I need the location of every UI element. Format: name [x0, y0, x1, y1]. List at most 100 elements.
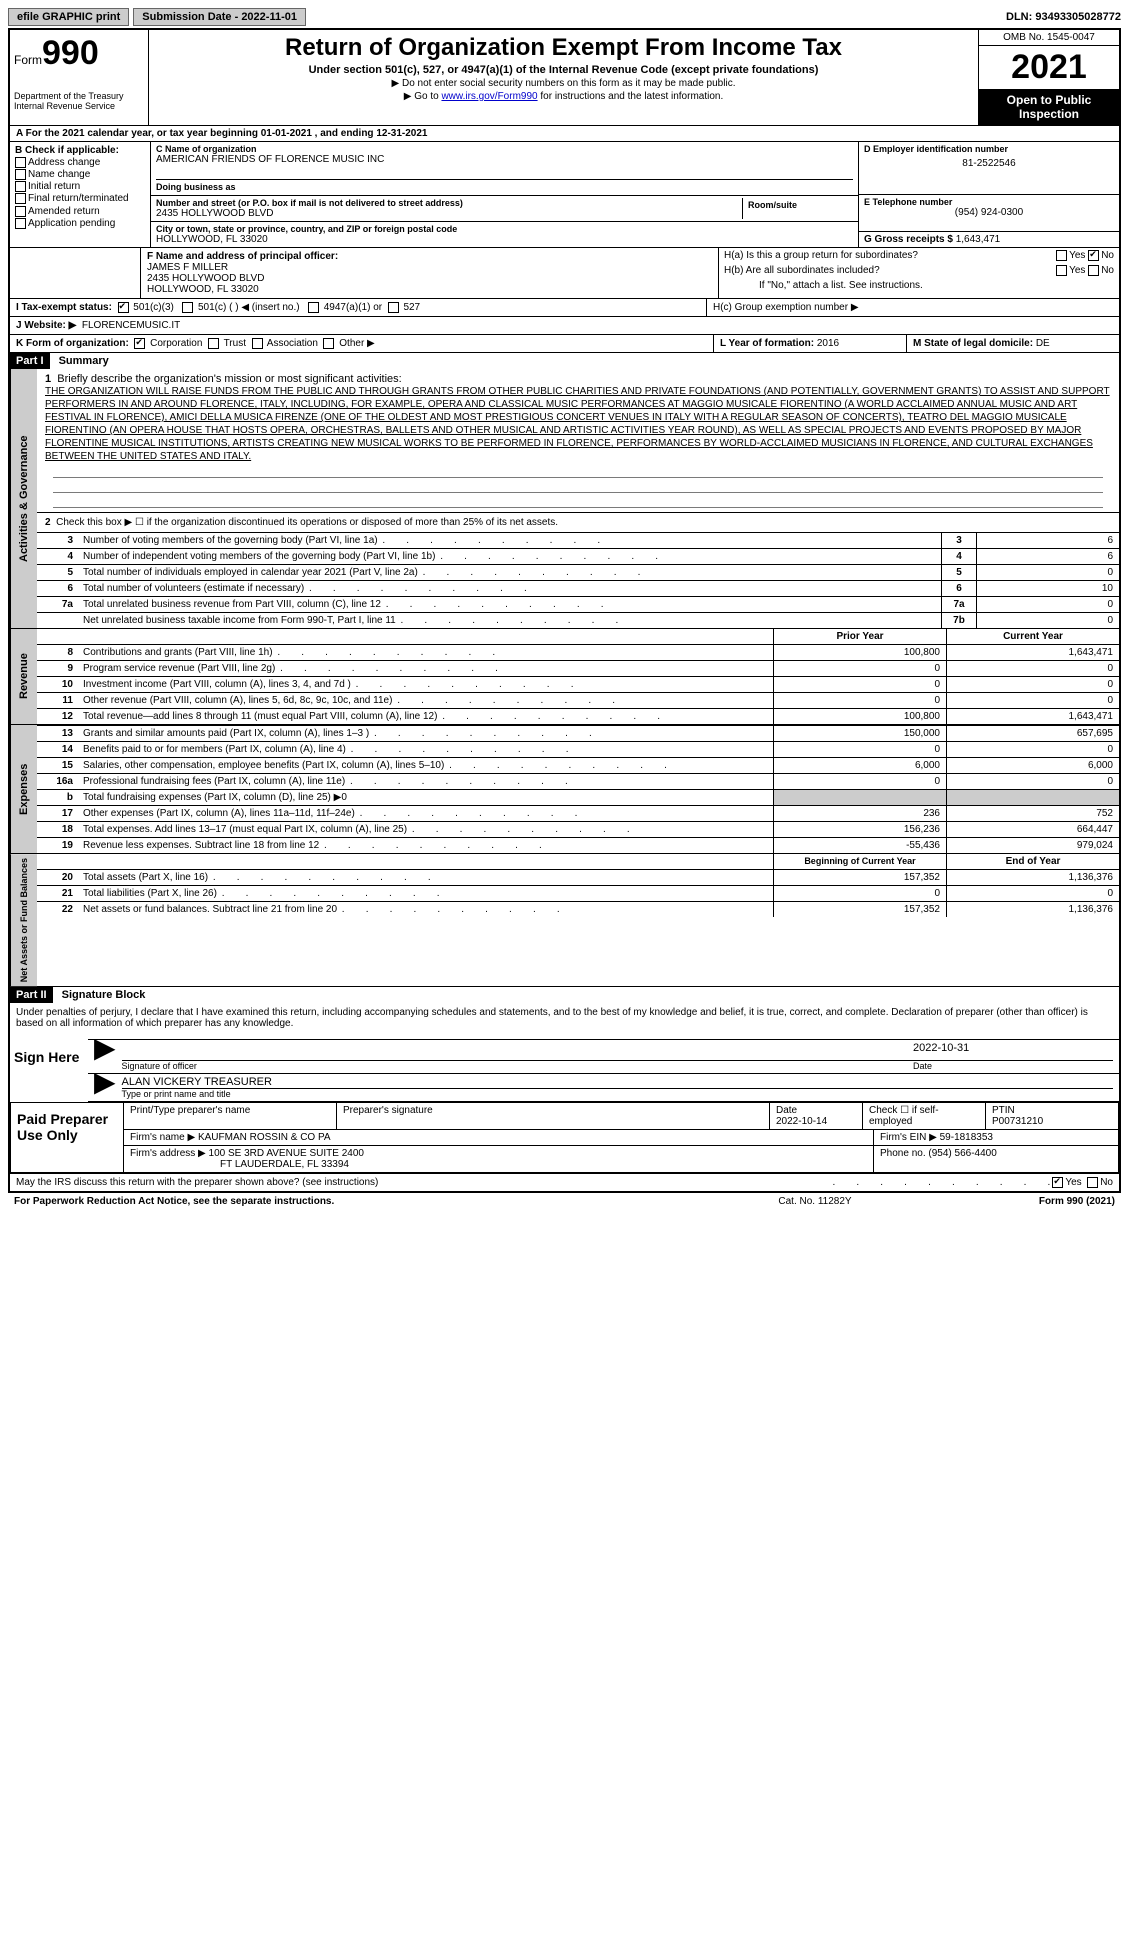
part1-exp: Expenses 13Grants and similar amounts pa… — [10, 725, 1119, 854]
irs-link[interactable]: www.irs.gov/Form990 — [441, 91, 537, 102]
data-row: 10Investment income (Part VIII, column (… — [37, 676, 1119, 692]
gov-row: 5Total number of individuals employed in… — [37, 564, 1119, 580]
form-subtitle: Under section 501(c), 527, or 4947(a)(1)… — [159, 64, 968, 76]
addr-label: Number and street (or P.O. box if mail i… — [156, 198, 742, 208]
firm-ein-label: Firm's EIN ▶ — [880, 1132, 937, 1143]
gov-row: Net unrelated business taxable income fr… — [37, 612, 1119, 628]
ck-trust[interactable] — [208, 338, 219, 349]
vlabel-net: Net Assets or Fund Balances — [10, 854, 37, 986]
prior-year-hdr: Prior Year — [773, 629, 946, 644]
firm-ein: 59-1818353 — [940, 1132, 993, 1143]
form-note2: ▶ Go to www.irs.gov/Form990 for instruct… — [159, 91, 968, 102]
ptin-value: P00731210 — [992, 1116, 1043, 1127]
sign-here-label: Sign Here — [10, 1039, 88, 1102]
discuss-no[interactable] — [1087, 1177, 1098, 1188]
open-public: Open to Public Inspection — [979, 89, 1119, 125]
part1-net: Net Assets or Fund Balances Beginning of… — [10, 854, 1119, 987]
website: FLORENCEMUSIC.IT — [82, 320, 180, 331]
section-bcde: B Check if applicable: Address change Na… — [10, 142, 1119, 247]
firm-phone: (954) 566-4400 — [928, 1148, 996, 1159]
data-row: 8Contributions and grants (Part VIII, li… — [37, 644, 1119, 660]
header-left: Form990 Department of the Treasury Inter… — [10, 30, 149, 125]
ck-name[interactable]: Name change — [15, 169, 145, 180]
hb-yes[interactable] — [1056, 265, 1067, 276]
form-container: Form990 Department of the Treasury Inter… — [8, 28, 1121, 1193]
ck-501c[interactable] — [182, 302, 193, 313]
ck-initial[interactable]: Initial return — [15, 181, 145, 192]
ein-value: 81-2522546 — [864, 158, 1114, 169]
part1-header: Part I Summary — [10, 353, 1119, 369]
ck-4947[interactable] — [308, 302, 319, 313]
ck-amended[interactable]: Amended return — [15, 206, 145, 217]
mission-text: THE ORGANIZATION WILL RAISE FUNDS FROM T… — [45, 385, 1111, 463]
tax-year: 2021 — [979, 46, 1119, 89]
data-row: 12Total revenue—add lines 8 through 11 (… — [37, 708, 1119, 724]
efile-button[interactable]: efile GRAPHIC print — [8, 8, 129, 26]
firm-phone-label: Phone no. — [880, 1148, 926, 1159]
ck-other[interactable] — [323, 338, 334, 349]
ck-assoc[interactable] — [252, 338, 263, 349]
data-row: 21Total liabilities (Part X, line 26)00 — [37, 885, 1119, 901]
g-label: G Gross receipts $ — [864, 234, 953, 245]
date-label: Date — [913, 1061, 1113, 1071]
ck-addr[interactable]: Address change — [15, 157, 145, 168]
m-label: M State of legal domicile: — [913, 338, 1033, 349]
form-header: Form990 Department of the Treasury Inter… — [10, 30, 1119, 126]
h-b-note: If "No," attach a list. See instructions… — [719, 278, 1119, 293]
footer-left: For Paperwork Reduction Act Notice, see … — [14, 1196, 715, 1207]
footer-cat: Cat. No. 11282Y — [715, 1196, 915, 1207]
ck-final[interactable]: Final return/terminated — [15, 193, 145, 204]
omb-number: OMB No. 1545-0047 — [979, 30, 1119, 46]
current-year-hdr: Current Year — [946, 629, 1119, 644]
footer-form: Form 990 (2021) — [915, 1196, 1115, 1207]
col-d: D Employer identification number 81-2522… — [858, 142, 1119, 247]
sig-officer-label: Signature of officer — [122, 1061, 913, 1071]
i-label: I Tax-exempt status: — [16, 302, 112, 313]
ptin-label: PTIN — [992, 1105, 1015, 1116]
officer-addr2: HOLLYWOOD, FL 33020 — [147, 284, 712, 295]
data-row: 20Total assets (Part X, line 16)157,3521… — [37, 869, 1119, 885]
state-domicile: DE — [1036, 338, 1050, 349]
ck-501c3[interactable] — [118, 302, 129, 313]
part1-badge: Part I — [10, 353, 50, 369]
data-row: 11Other revenue (Part VIII, column (A), … — [37, 692, 1119, 708]
firm-addr1: 100 SE 3RD AVENUE SUITE 2400 — [209, 1148, 364, 1159]
row-a-text: A For the 2021 calendar year, or tax yea… — [16, 128, 427, 139]
discuss-yes[interactable] — [1052, 1177, 1063, 1188]
hb-no[interactable] — [1088, 265, 1099, 276]
firm-addr2: FT LAUDERDALE, FL 33394 — [130, 1159, 349, 1170]
begin-year-hdr: Beginning of Current Year — [773, 854, 946, 869]
part1-rev: Revenue Prior Year Current Year 8Contrib… — [10, 629, 1119, 725]
gross-receipts: 1,643,471 — [956, 234, 1001, 245]
discuss-question: May the IRS discuss this return with the… — [16, 1177, 828, 1188]
data-row: 15Salaries, other compensation, employee… — [37, 757, 1119, 773]
form-title: Return of Organization Exempt From Incom… — [159, 34, 968, 62]
gov-row: 3Number of voting members of the governi… — [37, 533, 1119, 548]
data-row: 9Program service revenue (Part VIII, lin… — [37, 660, 1119, 676]
ein-label: D Employer identification number — [864, 144, 1114, 154]
ha-no[interactable] — [1088, 250, 1099, 261]
ck-527[interactable] — [388, 302, 399, 313]
data-row: 14Benefits paid to or for members (Part … — [37, 741, 1119, 757]
ha-yes[interactable] — [1056, 250, 1067, 261]
self-employed[interactable]: Check ☐ if self-employed — [863, 1103, 986, 1129]
arrow-icon: ▶ — [94, 1082, 116, 1105]
j-label: J Website: ▶ — [16, 320, 76, 331]
part1-title: Summary — [53, 355, 109, 367]
prep-sig-label: Preparer's signature — [337, 1103, 770, 1129]
name-title-label: Type or print name and title — [122, 1089, 1113, 1099]
dba-label: Doing business as — [156, 182, 853, 192]
l-label: L Year of formation: — [720, 338, 814, 349]
dept-label: Department of the Treasury Internal Reve… — [14, 91, 144, 111]
ck-app[interactable]: Application pending — [15, 218, 145, 229]
room-label: Room/suite — [748, 200, 848, 210]
top-bar: efile GRAPHIC print Submission Date - 20… — [8, 8, 1121, 26]
phone-label: E Telephone number — [864, 197, 1114, 207]
part1-gov: Activities & Governance 1 Briefly descri… — [10, 369, 1119, 629]
note2-post: for instructions and the latest informat… — [538, 91, 724, 102]
prep-date: 2022-10-14 — [776, 1116, 827, 1127]
city-label: City or town, state or province, country… — [156, 224, 853, 234]
gov-row: 7aTotal unrelated business revenue from … — [37, 596, 1119, 612]
vlabel-exp: Expenses — [10, 725, 37, 853]
ck-corp[interactable] — [134, 338, 145, 349]
